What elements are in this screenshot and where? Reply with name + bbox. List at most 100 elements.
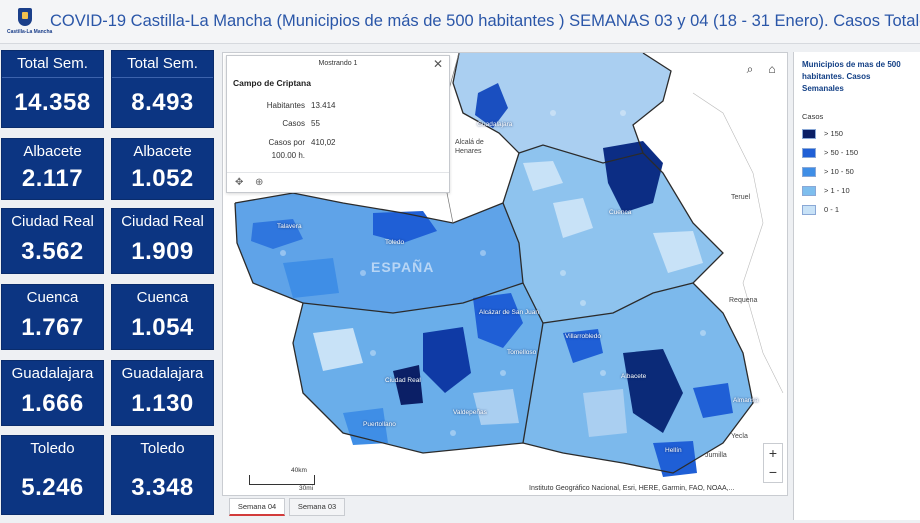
home-icon[interactable]: ⌂: [768, 62, 776, 76]
tile-label: Albacete: [133, 143, 192, 160]
coat-of-arms-icon: [18, 8, 32, 26]
tile-guadalajara-04: Guadalajara 1.666: [1, 360, 104, 426]
tab-semana-03[interactable]: Semana 03: [289, 498, 345, 516]
tile-value: 14.358: [14, 89, 91, 116]
tile-label: Total Sem.: [127, 55, 198, 72]
tile-guadalajara-03: Guadalajara 1.130: [111, 360, 214, 426]
legend-swatch: [802, 148, 816, 158]
city-label: Jumilla: [705, 452, 727, 459]
legend-swatch: [802, 205, 816, 215]
tile-label: Toledo: [140, 440, 185, 457]
header-bar: Castilla-La Mancha COVID-19 Castilla-La …: [0, 0, 920, 44]
place-label: Albacete: [621, 373, 647, 380]
popup-field-key: 100.00 h.: [271, 151, 305, 160]
tile-albacete-03: Albacete 1.052: [111, 138, 214, 200]
popup-field-key: Casos por: [268, 138, 305, 147]
region-guadalajara[interactable]: [453, 53, 671, 163]
tile-cuenca-03: Cuenca 1.054: [111, 284, 214, 350]
close-icon[interactable]: ✕: [432, 57, 443, 71]
zoom-out-button[interactable]: −: [768, 464, 778, 480]
tile-value: 1.909: [131, 238, 194, 265]
tile-label: Ciudad Real: [11, 213, 94, 230]
legend-subtitle: Casos: [802, 112, 824, 121]
popup-field-key: Habitantes: [266, 101, 305, 110]
tile-value: 8.493: [131, 89, 194, 116]
tile-value: 1.666: [21, 390, 84, 417]
search-icon[interactable]: ⌕: [746, 62, 754, 76]
stats-tiles: Total Sem. 14.358 Total Sem. 8.493 Albac…: [0, 50, 216, 523]
choropleth-map[interactable]: [223, 53, 788, 496]
city-label: Requena: [729, 297, 758, 304]
map-attribution: Instituto Geográfico Nacional, Esri, HER…: [529, 485, 735, 492]
tile-ciudad-real-03: Ciudad Real 1.909: [111, 208, 214, 274]
popup-field-key: Casos: [282, 119, 305, 128]
tile-toledo-03: Toledo 3.348: [111, 435, 214, 515]
tile-label: Cuenca: [26, 289, 79, 306]
place-label: Puertollano: [363, 421, 396, 428]
tile-value: 1.130: [131, 390, 194, 417]
popup-footer: ✥ ⊕: [227, 172, 449, 193]
tile-label: Toledo: [30, 440, 75, 457]
place-label: Ciudad Real: [385, 377, 421, 384]
place-label: Villarrobledo: [565, 333, 602, 340]
tile-total-sem-03: Total Sem. 8.493: [111, 50, 214, 128]
tile-cuenca-04: Cuenca 1.767: [1, 284, 104, 350]
scale-mi: 30mi: [299, 485, 314, 492]
map-view[interactable]: ESPAÑA Alcalá de Henares Teruel Requena …: [222, 52, 788, 496]
place-label: Tomelloso: [507, 349, 537, 356]
legend-title: Municipios de mas de 500 habitantes. Cas…: [802, 60, 901, 93]
city-label: Yecla: [731, 433, 748, 440]
city-label: Alcalá de: [455, 139, 484, 146]
popup-field-value: 55: [311, 119, 320, 128]
tile-value: 1.767: [21, 314, 84, 341]
region-label: ESPAÑA: [371, 259, 435, 275]
city-label: Teruel: [731, 194, 751, 201]
legend-label: > 150: [824, 129, 843, 138]
place-label: Talavera: [277, 223, 302, 230]
pan-to-icon[interactable]: ✥: [235, 177, 244, 188]
tile-value: 3.348: [131, 474, 194, 501]
zoom-to-icon[interactable]: ⊕: [255, 177, 264, 188]
zoom-control: + −: [763, 443, 783, 483]
legend-swatch: [802, 186, 816, 196]
tile-label: Total Sem.: [17, 55, 88, 72]
legend-swatch: [802, 129, 816, 139]
tab-semana-04[interactable]: Semana 04: [229, 498, 285, 516]
popup-field-value: 410,02: [311, 138, 336, 147]
tile-value: 1.054: [131, 314, 194, 341]
tile-ciudad-real-04: Ciudad Real 3.562: [1, 208, 104, 274]
tile-value: 2.117: [21, 165, 84, 192]
tile-value: 5.246: [21, 474, 84, 501]
region-cuenca[interactable]: [503, 145, 723, 323]
castilla-la-mancha-logo: Castilla-La Mancha: [7, 5, 53, 39]
tile-value: 1.052: [131, 165, 194, 192]
place-label: Hellín: [665, 447, 682, 454]
popup-title: Campo de Criptana: [233, 78, 311, 88]
legend-label: > 1 - 10: [824, 186, 850, 195]
tile-value: 3.562: [21, 238, 84, 265]
legend-panel: Municipios de mas de 500 habitantes. Cas…: [793, 52, 920, 520]
place-label: Guadalajara: [477, 121, 513, 128]
tile-label: Guadalajara: [11, 365, 94, 382]
place-label: Valdepeñas: [453, 409, 487, 416]
place-label: Alcázar de San Juan: [479, 309, 539, 316]
popup-field-value: 13.414: [311, 101, 336, 110]
place-label: Cuenca: [609, 209, 632, 216]
place-label: Toledo: [385, 239, 405, 246]
tile-total-sem-04: Total Sem. 14.358: [1, 50, 104, 128]
legend-label: > 10 - 50: [824, 167, 854, 176]
city-label: Henares: [455, 148, 482, 155]
legend-label: > 50 - 150: [824, 148, 858, 157]
zoom-in-button[interactable]: +: [768, 445, 778, 461]
place-label: Almansa: [733, 397, 759, 404]
logo-text: Castilla-La Mancha: [7, 29, 53, 35]
tile-label: Guadalajara: [121, 365, 204, 382]
legend-swatch: [802, 167, 816, 177]
legend-label: 0 - 1: [824, 205, 840, 214]
tile-albacete-04: Albacete 2.117: [1, 138, 104, 200]
tile-label: Albacete: [23, 143, 82, 160]
popup-header: Mostrando 1: [318, 60, 358, 67]
tile-label: Ciudad Real: [121, 213, 204, 230]
page-title: COVID-19 Castilla-La Mancha (Municipios …: [50, 12, 920, 30]
